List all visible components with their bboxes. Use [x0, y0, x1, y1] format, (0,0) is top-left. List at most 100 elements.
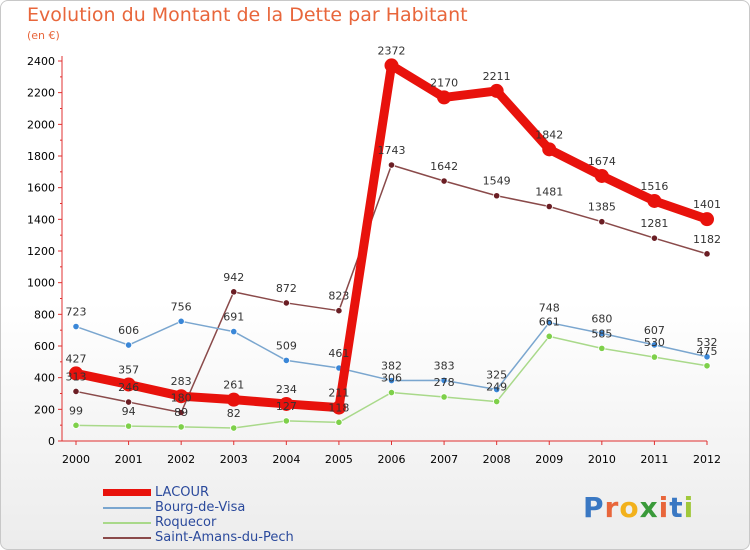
- legend: LACOUR Bourg-de-Visa Roquecor Saint-Aman…: [103, 485, 403, 545]
- data-point: [72, 421, 80, 429]
- y-tick-label: 1800: [27, 150, 55, 163]
- data-label: 382: [381, 360, 402, 373]
- legend-label: Saint-Amans-du-Pech: [155, 530, 294, 545]
- data-label: 1182: [693, 233, 721, 246]
- data-point: [282, 356, 290, 365]
- x-tick-label: 2008: [483, 453, 511, 466]
- logo-letter: x: [639, 491, 659, 524]
- y-tick-label: 1200: [27, 245, 55, 258]
- data-point: [594, 168, 609, 183]
- data-label: 427: [66, 352, 87, 365]
- data-point: [440, 177, 448, 185]
- data-label: 99: [69, 404, 83, 417]
- data-label: 461: [328, 347, 349, 360]
- data-label: 1516: [640, 180, 668, 193]
- data-label: 89: [174, 406, 188, 419]
- data-label: 127: [276, 400, 297, 413]
- data-point: [437, 90, 452, 105]
- data-point: [387, 161, 396, 169]
- data-label: 94: [122, 405, 136, 418]
- y-tick-label: 800: [34, 308, 55, 321]
- data-point: [177, 317, 185, 325]
- legend-item-lacour: LACOUR: [103, 485, 403, 500]
- logo-letter: i: [683, 491, 695, 524]
- data-point: [124, 422, 133, 430]
- data-point: [335, 307, 343, 315]
- data-label: 246: [118, 381, 139, 394]
- data-label: 2372: [378, 44, 406, 57]
- data-label: 261: [223, 379, 244, 392]
- data-point: [440, 393, 448, 401]
- data-point: [598, 218, 606, 226]
- y-tick-label: 400: [34, 372, 55, 385]
- data-point: [72, 322, 80, 331]
- data-point: [650, 234, 659, 242]
- x-tick-label: 2010: [588, 453, 616, 466]
- x-tick-label: 2012: [693, 453, 721, 466]
- data-label: 325: [486, 369, 507, 382]
- data-label: 1642: [430, 160, 458, 173]
- data-label: 509: [276, 339, 297, 352]
- logo-letter: i: [658, 491, 670, 524]
- x-tick-label: 2009: [535, 453, 563, 466]
- data-point: [230, 424, 238, 432]
- data-point: [387, 388, 396, 397]
- y-tick-label: 1600: [27, 182, 55, 195]
- data-point: [72, 387, 80, 396]
- legend-swatch-roquecor: [103, 522, 151, 524]
- data-label: 1385: [588, 201, 616, 214]
- data-point: [703, 362, 711, 370]
- data-label: 585: [591, 327, 612, 340]
- data-point: [124, 341, 133, 349]
- data-point: [650, 353, 659, 361]
- logo-letter: t: [669, 491, 684, 524]
- data-point: [598, 329, 606, 337]
- data-label: 278: [434, 376, 455, 389]
- data-label: 1549: [483, 175, 511, 188]
- logo-letter: P: [583, 491, 605, 524]
- legend-label: Roquecor: [155, 515, 217, 530]
- data-point: [703, 250, 711, 258]
- legend-swatch-bourg-de-visa: [103, 507, 151, 509]
- data-label: 1281: [640, 217, 668, 230]
- data-point: [177, 423, 185, 431]
- x-tick-label: 2002: [167, 453, 195, 466]
- data-label: 942: [223, 271, 244, 284]
- x-tick-label: 2001: [115, 453, 143, 466]
- legend-swatch-saint-amans-du-pech: [103, 537, 151, 539]
- data-point: [335, 418, 343, 426]
- data-point: [489, 83, 504, 98]
- series-line-lacour: [71, 60, 712, 413]
- data-label: 723: [66, 306, 87, 319]
- data-point: [121, 377, 136, 392]
- x-tick-label: 2003: [220, 453, 248, 466]
- data-label: 475: [697, 345, 718, 358]
- x-tick-label: 2006: [378, 453, 406, 466]
- x-tick-label: 2011: [640, 453, 668, 466]
- y-tick-label: 1000: [27, 277, 55, 290]
- data-label: 283: [171, 375, 192, 388]
- data-label: 872: [276, 282, 297, 295]
- data-point: [647, 193, 662, 208]
- data-label: 748: [539, 302, 560, 315]
- data-point: [542, 142, 557, 157]
- y-tick-label: 2200: [27, 87, 55, 100]
- logo-letter: o: [619, 491, 640, 524]
- data-label: 1401: [693, 198, 721, 211]
- data-label: 607: [644, 324, 665, 337]
- data-point: [230, 327, 238, 336]
- data-label: 532: [697, 336, 718, 349]
- data-point: [282, 417, 290, 425]
- y-tick-label: 200: [34, 403, 55, 416]
- y-tick-label: 0: [48, 435, 55, 448]
- data-label: 2211: [483, 70, 511, 83]
- y-tick-labels: 0 200 400 600 800 1000 1200 1400 1600 1800 2000 220…: [27, 55, 55, 448]
- data-label: 118: [328, 401, 349, 414]
- data-point: [124, 398, 133, 406]
- chart-title: Evolution du Montant de la Dette par Hab…: [27, 4, 468, 26]
- data-label: 756: [171, 300, 192, 313]
- data-labels: 313 246 180 942 872 823 1743 1642 1549 1481 1385 12…: [66, 44, 722, 420]
- x-tick-label: 2004: [272, 453, 300, 466]
- legend-swatch-lacour: [103, 489, 151, 496]
- data-point: [387, 376, 396, 385]
